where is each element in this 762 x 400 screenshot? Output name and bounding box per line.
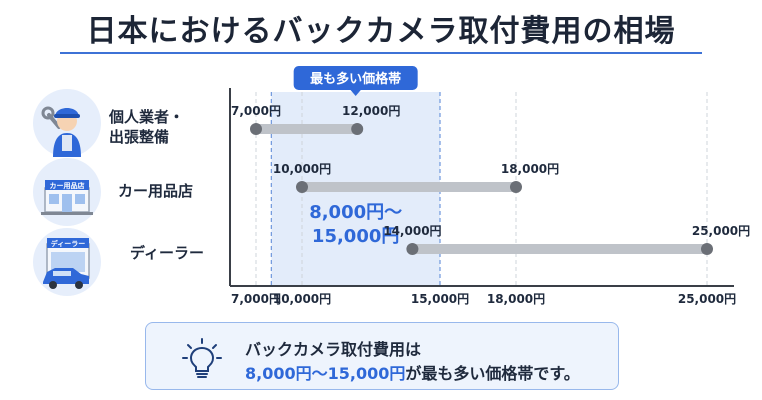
range-max-label: 18,000円 — [501, 162, 559, 176]
range-min-point — [296, 181, 308, 193]
x-tick-label: 15,000円 — [411, 292, 469, 306]
title-underline — [60, 52, 702, 54]
x-tick-label: 10,000円 — [273, 292, 331, 306]
row-label-line1: カー用品店 — [118, 182, 194, 200]
summary-highlight: 8,000円〜15,000円 — [245, 364, 406, 383]
mechanic-icon — [33, 89, 101, 157]
highlight-range-line1: 8,000円〜 — [309, 202, 402, 223]
summary-rest: が最も多い価格帯です。 — [405, 364, 580, 383]
range-min-point — [406, 243, 419, 255]
car-parts-store-icon: カー用品店 — [33, 158, 101, 226]
highlight-range-line2: 15,000円 — [312, 226, 399, 247]
x-tick-label: 18,000円 — [487, 292, 545, 306]
row-label-dealer: ディーラー — [130, 243, 204, 263]
summary-box: バックカメラ取付費用は 8,000円〜15,000円が最も多い価格帯です。 — [145, 322, 619, 390]
x-tick-label: 25,000円 — [678, 292, 736, 306]
x-tick-label: 7,000円 — [231, 292, 281, 306]
store-sign-text: カー用品店 — [50, 181, 85, 190]
range-max-label: 12,000円 — [342, 104, 400, 118]
row-label-line1: 個人業者・ — [109, 108, 185, 126]
row-label-car-parts-store: カー用品店 — [118, 181, 193, 201]
row-label-line2: 出張整備 — [109, 128, 170, 146]
dealer-sign-text: ディーラー — [51, 239, 86, 248]
summary-line2: 8,000円〜15,000円が最も多い価格帯です。 — [245, 360, 580, 384]
row-label-individual: 個人業者・ 出張整備 — [109, 107, 184, 147]
range-min-label: 14,000円 — [383, 224, 441, 238]
lightbulb-icon — [182, 338, 222, 378]
range-min-label: 7,000円 — [231, 104, 281, 118]
range-max-point — [351, 123, 364, 135]
car-dealer-icon: ディーラー — [33, 228, 101, 296]
range-min-point — [250, 123, 262, 135]
summary-line1: バックカメラ取付費用は — [245, 340, 422, 359]
highlight-badge — [293, 66, 418, 90]
highlight-badge-pointer — [349, 89, 362, 96]
range-max-point — [701, 243, 713, 255]
range-max-label: 25,000円 — [692, 224, 750, 238]
range-min-label: 10,000円 — [273, 162, 331, 176]
range-max-point — [510, 181, 522, 193]
highlight-badge-label: 最も多い価格帯 — [310, 71, 401, 87]
row-label-line1: ディーラー — [130, 244, 204, 262]
page-title: 日本におけるバックカメラ取付費用の相場 — [86, 14, 676, 49]
